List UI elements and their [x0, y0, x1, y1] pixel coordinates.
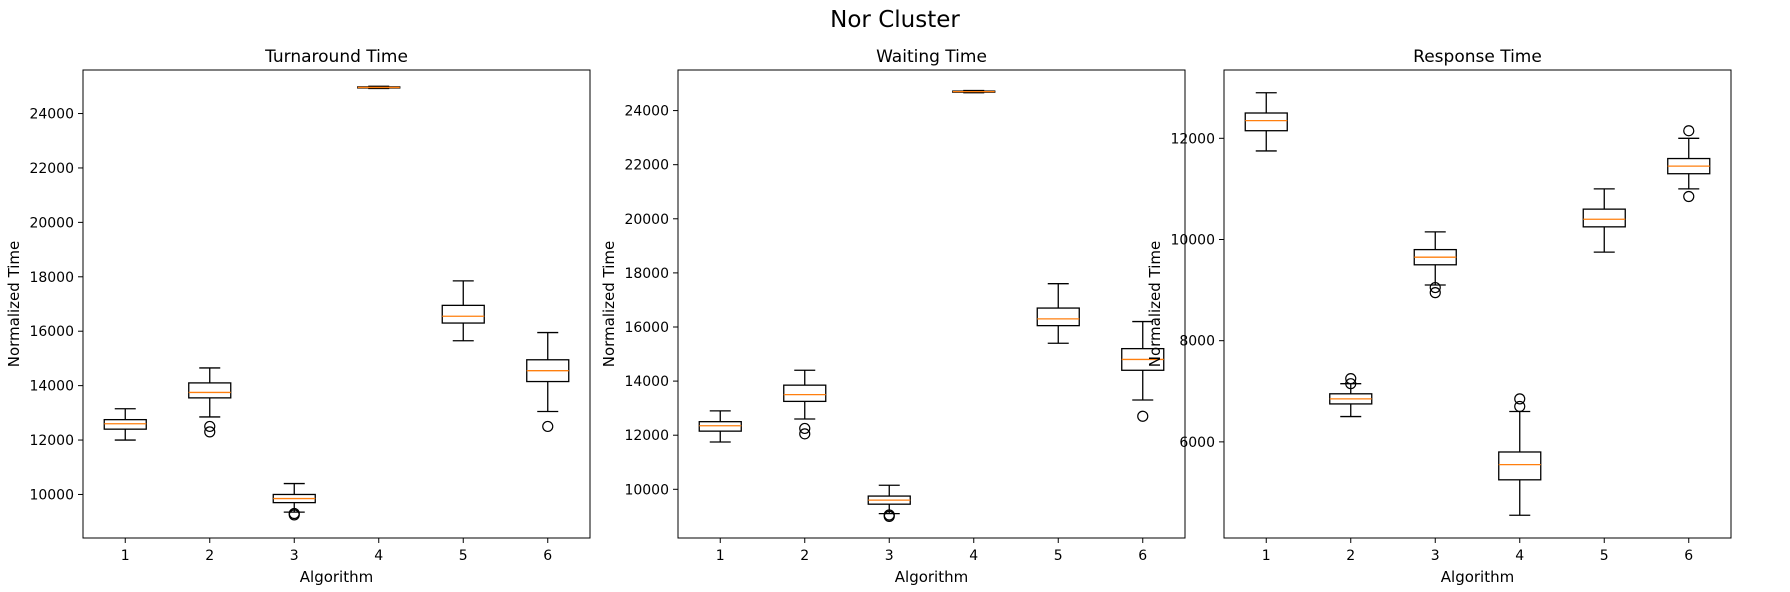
box-rect	[1244, 112, 1288, 132]
y-tick-label: 14000	[29, 379, 74, 395]
y-tick-label: 22000	[624, 158, 669, 174]
outlier-point	[288, 507, 300, 520]
panels: Turnaround Time Algorithm Normalized Time 1…	[5, 47, 1732, 586]
box-4	[952, 89, 996, 94]
box-2	[188, 367, 232, 438]
x-tick-label: 6	[1138, 548, 1147, 564]
y-tick-label: 10000	[624, 482, 669, 498]
y-tick-label: 12000	[624, 428, 669, 444]
box-rect	[783, 384, 827, 403]
x-tick-label: 3	[290, 548, 299, 564]
axes-frame	[677, 69, 1186, 539]
panel-title: Waiting Time	[876, 47, 987, 67]
y-tick-label: 16000	[29, 324, 74, 340]
outlier-point	[799, 428, 811, 440]
y-tick-label: 8000	[1179, 334, 1215, 350]
box-1	[1244, 92, 1288, 152]
x-tick-label: 2	[1346, 548, 1355, 564]
box-rect	[188, 382, 232, 399]
box-3	[1413, 231, 1457, 299]
box-1	[698, 410, 742, 443]
x-tick-label: 6	[1684, 548, 1693, 564]
outlier-point	[1345, 373, 1357, 385]
outlier-point	[1514, 400, 1526, 413]
panel-1: Turnaround Time Algorithm Normalized Time 1…	[5, 47, 591, 586]
y-tick-label: 12000	[1170, 131, 1215, 147]
outlier-point	[204, 420, 216, 433]
axes-frame	[82, 69, 591, 539]
box-1	[103, 408, 147, 441]
x-tick-label: 1	[1262, 548, 1271, 564]
y-tick-label: 12000	[29, 433, 74, 449]
x-tick-label: 2	[205, 548, 214, 564]
y-tick-label: 10000	[1170, 232, 1215, 248]
y-axis-label: Normalized Time	[600, 241, 618, 368]
box-2	[1329, 373, 1373, 418]
outlier-point	[204, 426, 216, 438]
outlier-point	[799, 422, 811, 435]
panel-2: Waiting Time Algorithm Normalized Time 1000…	[600, 47, 1186, 586]
x-tick-label: 1	[716, 548, 725, 564]
x-axis-label: Algorithm	[1441, 568, 1514, 586]
x-tick-label: 3	[885, 548, 894, 564]
box-6	[1667, 125, 1711, 203]
box-3	[867, 484, 911, 522]
outlier-point	[1345, 378, 1357, 390]
y-tick-label: 20000	[29, 215, 74, 231]
panel-3: Response Time Algorithm Normalized Time 600…	[1146, 47, 1732, 586]
y-axis-label: Normalized Time	[5, 241, 23, 368]
x-tick-label: 1	[121, 548, 130, 564]
box-2	[783, 369, 827, 440]
x-tick-label: 2	[800, 548, 809, 564]
y-axis-label: Normalized Time	[1146, 241, 1164, 368]
outlier-point	[542, 420, 554, 433]
x-tick-label: 5	[459, 548, 468, 564]
x-tick-label: 5	[1054, 548, 1063, 564]
box-6	[526, 331, 570, 433]
y-tick-label: 10000	[29, 487, 74, 503]
box-rect	[1498, 451, 1542, 481]
y-tick-label: 20000	[624, 212, 669, 228]
x-tick-label: 4	[969, 548, 978, 564]
x-tick-label: 5	[1600, 548, 1609, 564]
x-tick-label: 3	[1431, 548, 1440, 564]
box-6	[1121, 320, 1165, 422]
x-tick-label: 4	[1515, 548, 1524, 564]
outlier-point	[1683, 125, 1695, 137]
axes-frame	[1223, 69, 1732, 539]
box-rect	[441, 304, 485, 324]
box-4	[1498, 393, 1542, 516]
x-axis-label: Algorithm	[300, 568, 373, 586]
panel-title: Response Time	[1413, 47, 1542, 67]
outlier-point	[1429, 287, 1441, 299]
outlier-point	[1429, 281, 1441, 294]
y-tick-label: 6000	[1179, 435, 1215, 451]
x-tick-label: 4	[374, 548, 383, 564]
y-tick-label: 24000	[624, 104, 669, 120]
y-tick-label: 24000	[29, 107, 74, 123]
panel-title: Turnaround Time	[264, 47, 408, 67]
box-4	[357, 85, 401, 90]
outlier-point	[1137, 410, 1149, 422]
box-5	[441, 280, 485, 342]
outlier-point	[1514, 393, 1526, 405]
figure-suptitle: Nor Cluster	[830, 7, 960, 33]
box-3	[272, 482, 316, 521]
y-tick-label: 18000	[29, 270, 74, 286]
y-tick-label: 22000	[29, 161, 74, 177]
box-rect	[1036, 307, 1080, 327]
x-axis-label: Algorithm	[895, 568, 968, 586]
y-tick-label: 14000	[624, 374, 669, 390]
box-5	[1036, 283, 1080, 344]
outlier-point	[1683, 190, 1695, 203]
box-5	[1582, 188, 1626, 253]
y-tick-label: 18000	[624, 266, 669, 282]
outlier-point	[883, 509, 895, 521]
box-rect	[698, 421, 742, 432]
y-tick-label: 16000	[624, 320, 669, 336]
x-tick-label: 6	[543, 548, 552, 564]
box-rect	[103, 418, 147, 430]
box-rect	[1582, 208, 1626, 228]
